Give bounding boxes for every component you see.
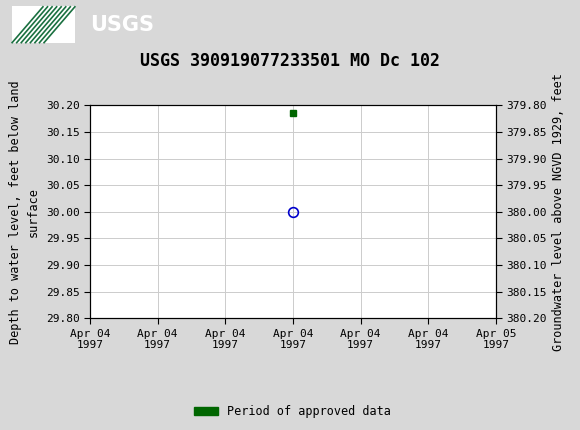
Bar — [12, 6, 75, 43]
Text: USGS: USGS — [90, 15, 154, 35]
Y-axis label: Depth to water level, feet below land
surface: Depth to water level, feet below land su… — [9, 80, 40, 344]
Legend: Period of approved data: Period of approved data — [190, 400, 396, 423]
Y-axis label: Groundwater level above NGVD 1929, feet: Groundwater level above NGVD 1929, feet — [552, 73, 566, 351]
Text: USGS 390919077233501 MO Dc 102: USGS 390919077233501 MO Dc 102 — [140, 52, 440, 70]
